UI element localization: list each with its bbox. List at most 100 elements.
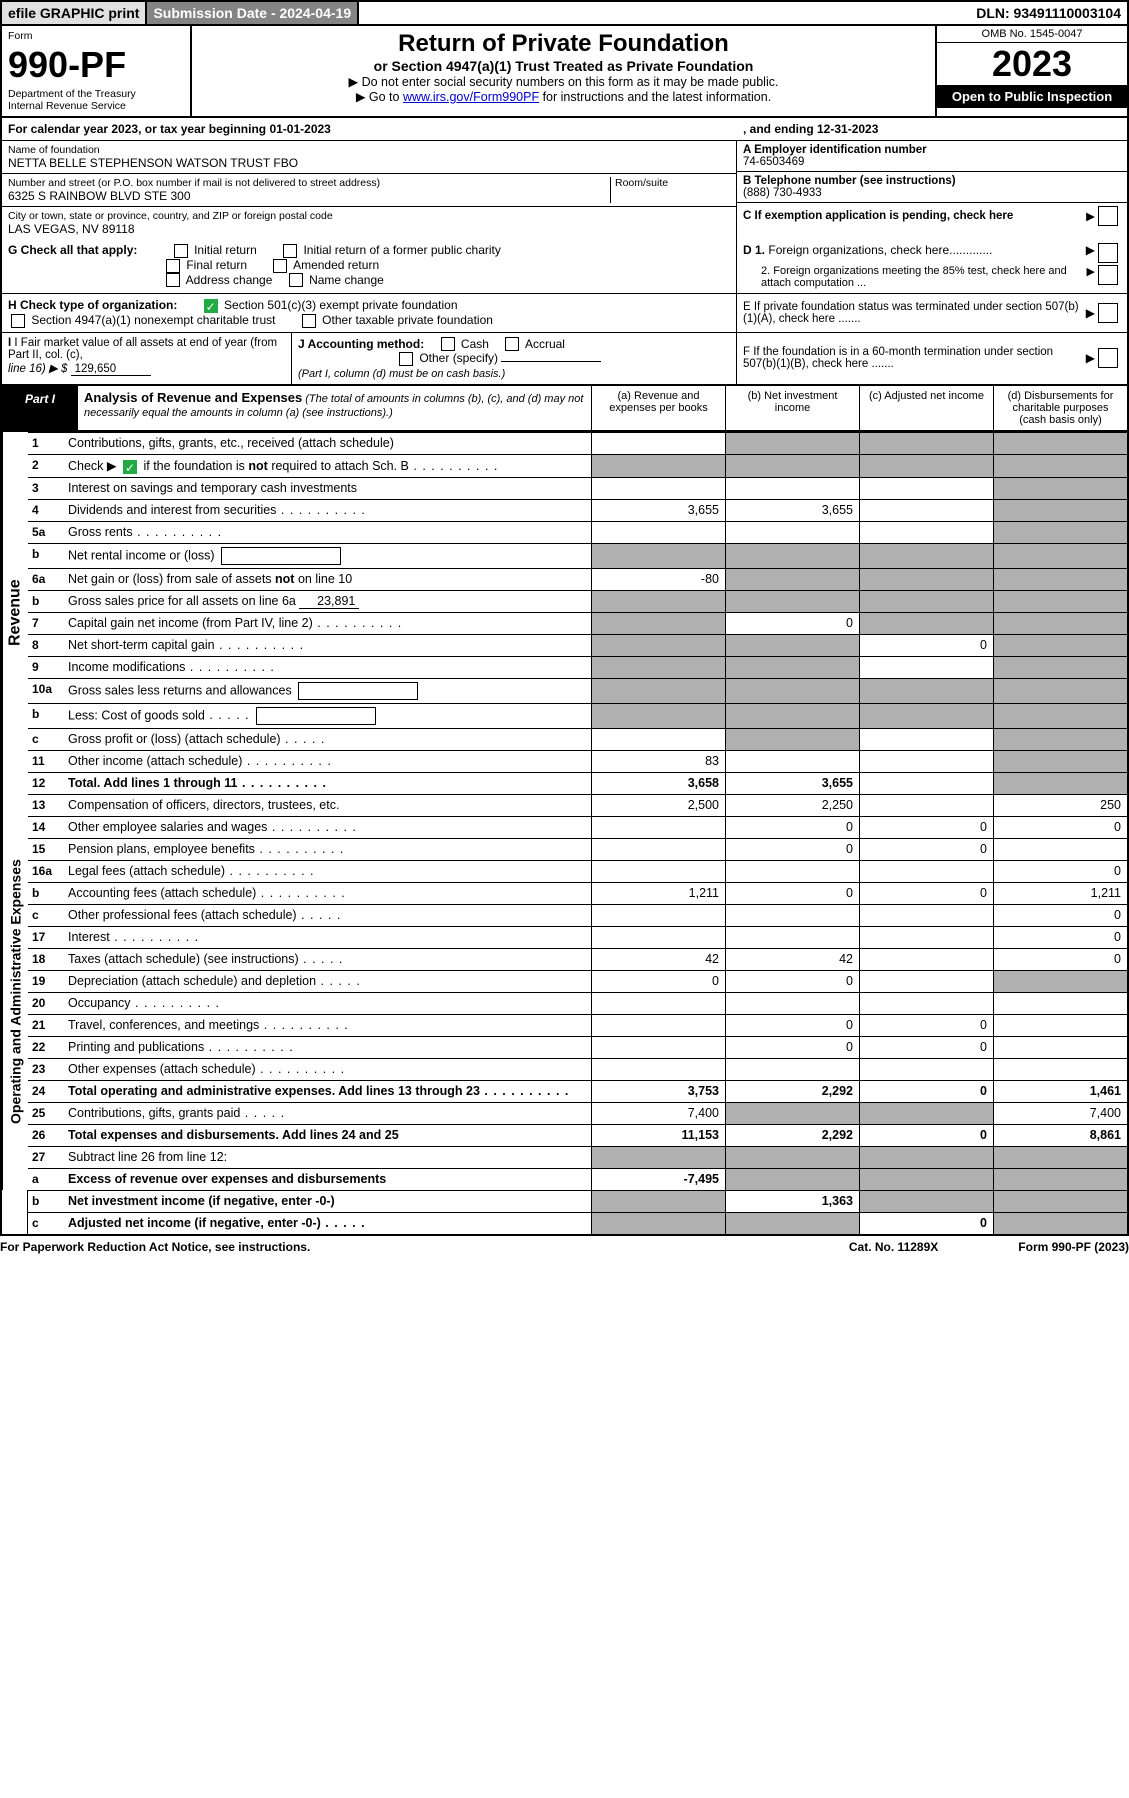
irs: Internal Revenue Service [8,100,184,112]
city-cell: City or town, state or province, country… [2,207,736,239]
initial-former-check[interactable] [283,244,297,258]
foundation-info: Name of foundation NETTA BELLE STEPHENSO… [0,141,1129,239]
g-label: G Check all that apply: [8,243,137,257]
form-page: efile GRAPHIC print Submission Date - 20… [0,0,1129,1258]
line-3: 3 Interest on savings and temporary cash… [2,477,1127,499]
line-9: 9 Income modifications [2,656,1127,678]
d1-checkbox[interactable] [1098,243,1118,263]
line-c: c Other professional fees (attach schedu… [2,904,1127,926]
line-17: 17 Interest 0 [2,926,1127,948]
arrow-icon: ▶ [1086,209,1095,223]
submission-date: Submission Date - 2024-04-19 [147,2,359,24]
501c3-check[interactable]: ✓ [204,299,218,313]
foundation-name: NETTA BELLE STEPHENSON WATSON TRUST FBO [8,156,730,170]
dept: Department of the Treasury [8,88,184,100]
name-label: Name of foundation [8,144,730,156]
other-taxable-check[interactable] [302,314,316,328]
form-number: 990-PF [8,44,184,86]
line-b: b Net rental income or (loss) [2,543,1127,568]
e-section: E If private foundation status was termi… [737,294,1127,332]
revenue-side-label: Revenue [2,432,28,794]
form-word: Form [8,30,184,42]
col-d-hdr: (d) Disbursements for charitable purpose… [993,386,1127,430]
instr2-post: for instructions and the latest informat… [539,90,771,104]
f-label: F If the foundation is in a 60-month ter… [743,346,1082,370]
cal-begin: 01-01-2023 [269,122,330,136]
line-2: 2 Check ▶ ✓ if the foundation is not req… [2,454,1127,477]
instr1: ▶ Do not enter social security numbers o… [198,74,929,89]
line-16a: 16a Legal fees (attach schedule) 0 [2,860,1127,882]
form990pf-link[interactable]: www.irs.gov/Form990PF [403,90,539,104]
address-change-check[interactable] [166,273,180,287]
page-footer: For Paperwork Reduction Act Notice, see … [0,1236,1129,1258]
h-section: H Check type of organization: ✓ Section … [2,294,737,332]
col-a-hdr: (a) Revenue and expenses per books [591,386,725,430]
cal-pre: For calendar year 2023, or tax year begi… [8,122,269,136]
c-cell: C If exemption application is pending, c… [737,203,1127,229]
amended-return-check[interactable] [273,259,287,273]
addr-label: Number and street (or P.O. box number if… [8,177,610,189]
line-15: 15 Pension plans, employee benefits 00 [2,838,1127,860]
c-checkbox[interactable] [1098,206,1118,226]
col-c-hdr: (c) Adjusted net income [859,386,993,430]
line-1: 1 Contributions, gifts, grants, etc., re… [2,432,1127,454]
omb-number: OMB No. 1545-0047 [937,26,1127,43]
footer-right: Form 990-PF (2023) [1018,1240,1129,1254]
ein-label: A Employer identification number [743,144,1121,156]
c-label: C If exemption application is pending, c… [743,210,1082,222]
e-checkbox[interactable] [1098,303,1118,323]
final-return-check[interactable] [166,259,180,273]
d2-label: 2. Foreign organizations meeting the 85%… [743,265,1083,289]
f-checkbox[interactable] [1098,348,1118,368]
form-title: Return of Private Foundation [198,30,929,58]
foundation-name-cell: Name of foundation NETTA BELLE STEPHENSO… [2,141,736,174]
line-b: b Gross sales price for all assets on li… [2,590,1127,612]
line-c: c Adjusted net income (if negative, ente… [2,1212,1127,1234]
fmv-value: 129,650 [71,363,151,376]
name-change-check[interactable] [289,273,303,287]
g-section: G Check all that apply: Initial return I… [2,239,737,293]
d2-checkbox[interactable] [1098,265,1118,285]
line-11: 11 Other income (attach schedule) 83 [2,750,1127,772]
f-section: F If the foundation is in a 60-month ter… [737,333,1127,385]
open-inspection: Open to Public Inspection [937,85,1127,108]
part1-header: Part I Analysis of Revenue and Expenses … [0,386,1129,432]
part1-table: 1 Contributions, gifts, grants, etc., re… [0,432,1129,1236]
line-24: 24 Total operating and administrative ex… [2,1080,1127,1102]
header-mid: Return of Private Foundation or Section … [192,26,937,116]
line-13: 13 Compensation of officers, directors, … [2,794,1127,816]
line-23: 23 Other expenses (attach schedule) [2,1058,1127,1080]
part1-desc: Analysis of Revenue and Expenses (The to… [78,386,591,430]
e-label: E If private foundation status was termi… [743,301,1082,325]
address-cell: Number and street (or P.O. box number if… [2,174,736,207]
other-method-check[interactable] [399,352,413,366]
accrual-check[interactable] [505,337,519,351]
phone-cell: B Telephone number (see instructions) (8… [737,172,1127,203]
calendar-year-row: For calendar year 2023, or tax year begi… [0,118,1129,141]
cash-check[interactable] [441,337,455,351]
cal-mid: , and ending [743,122,817,136]
line-8: 8 Net short-term capital gain 0 [2,634,1127,656]
line-b: b Net investment income (if negative, en… [2,1190,1127,1212]
ein-cell: A Employer identification number 74-6503… [737,141,1127,172]
city: LAS VEGAS, NV 89118 [8,222,730,236]
footer-mid: Cat. No. 11289X [849,1240,938,1254]
phone-label: B Telephone number (see instructions) [743,175,1121,187]
header-right: OMB No. 1545-0047 2023 Open to Public In… [937,26,1127,116]
col-b-hdr: (b) Net investment income [725,386,859,430]
initial-return-check[interactable] [174,244,188,258]
line-5a: 5a Gross rents [2,521,1127,543]
dln-label: DLN: 93491110003104 [970,2,1127,24]
phone: (888) 730-4933 [743,187,1121,199]
line-7: 7 Capital gain net income (from Part IV,… [2,612,1127,634]
city-label: City or town, state or province, country… [8,210,730,222]
address: 6325 S RAINBOW BLVD STE 300 [8,189,610,203]
line-18: 18 Taxes (attach schedule) (see instruct… [2,948,1127,970]
expenses-side-label: Operating and Administrative Expenses [2,794,28,1190]
4947-check[interactable] [11,314,25,328]
i-j-f-row: I I Fair market value of all assets at e… [0,333,1129,387]
efile-label: efile GRAPHIC print [2,2,147,24]
line-12: 12 Total. Add lines 1 through 11 3,6583,… [2,772,1127,794]
line-a: a Excess of revenue over expenses and di… [2,1168,1127,1190]
g-d-row: G Check all that apply: Initial return I… [0,239,1129,294]
